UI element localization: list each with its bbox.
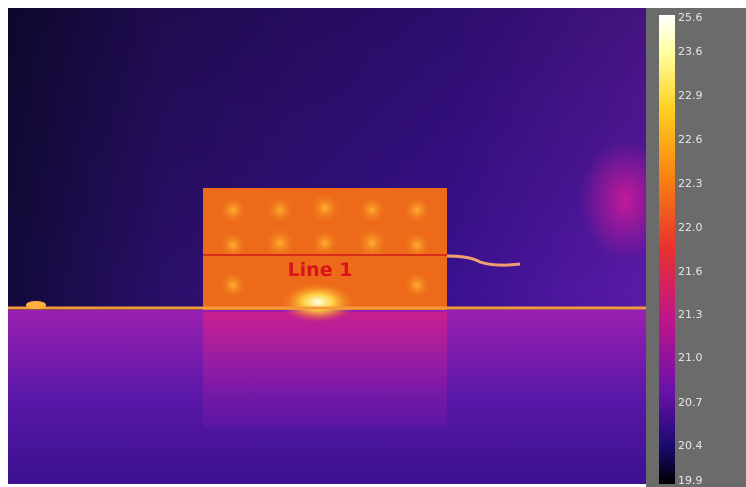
- page: Line 1 25.6 23.6 22.9 22.6 22.3 22.0 21.…: [0, 0, 746, 487]
- scale-label: 21.0: [678, 351, 703, 364]
- scale-label: 21.3: [678, 308, 703, 321]
- scale-label: 19.9: [678, 474, 703, 487]
- thermal-viewer: Line 1 25.6 23.6 22.9 22.6 22.3 22.0 21.…: [0, 0, 746, 487]
- thermal-image: Line 1: [8, 8, 670, 484]
- reflection: [203, 312, 447, 427]
- color-bar: [659, 15, 675, 484]
- scale-label: 20.4: [678, 439, 703, 452]
- scale-panel: 25.6 23.6 22.9 22.6 22.3 22.0 21.6 21.3 …: [646, 8, 746, 487]
- scale-label: 25.6: [678, 11, 703, 24]
- scale-label: 20.7: [678, 396, 703, 409]
- scale-label: 21.6: [678, 265, 703, 278]
- scale-label: 22.3: [678, 177, 703, 190]
- edge-spot: [26, 301, 46, 309]
- line-label: Line 1: [288, 259, 353, 281]
- scale-label: 22.0: [678, 221, 703, 234]
- scale-label: 23.6: [678, 45, 703, 58]
- scale-label: 22.6: [678, 133, 703, 146]
- scale-label: 22.9: [678, 89, 703, 102]
